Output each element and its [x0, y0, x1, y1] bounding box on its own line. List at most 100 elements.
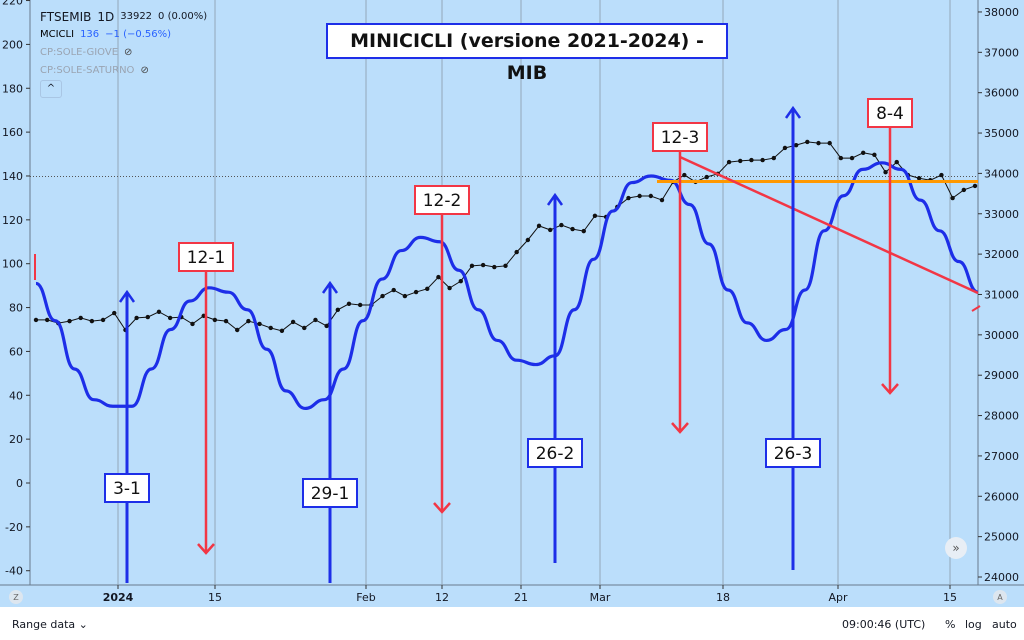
price-point	[548, 227, 553, 233]
right-tick-label: 26000	[984, 490, 1019, 503]
left-tick-label: 120	[2, 214, 23, 227]
low-label: 29-1	[311, 484, 350, 504]
right-tick-label: 33000	[984, 208, 1019, 221]
price-point	[100, 317, 106, 323]
auto-toggle[interactable]: auto	[992, 618, 1017, 631]
right-tick-label: 37000	[984, 46, 1019, 59]
price-point	[167, 315, 173, 321]
scroll-to-latest-button[interactable]: »	[945, 537, 967, 559]
price-point	[346, 301, 352, 306]
price-point	[592, 213, 598, 218]
high-label-box	[414, 185, 470, 215]
high-label: 12-1	[187, 248, 226, 268]
price-point	[950, 195, 955, 201]
price-point	[268, 325, 273, 331]
symbol[interactable]: FTSEMIB	[40, 10, 92, 24]
red-marker	[971, 305, 981, 312]
indicator-value: 136	[80, 29, 100, 40]
indicator-change: −1 (−0.56%)	[105, 29, 172, 40]
x-tick-label: Mar	[590, 591, 611, 604]
low-label-box	[104, 473, 150, 503]
right-tick-label: 30000	[984, 329, 1019, 342]
range-data-button[interactable]: Range data ⌄	[12, 618, 88, 631]
arrow-down-icon	[197, 543, 215, 555]
price-point	[883, 169, 888, 175]
hidden-indicator[interactable]: CP:SOLE-SATURNO	[40, 65, 135, 76]
price-point	[838, 155, 844, 161]
left-tick-label: 60	[9, 345, 23, 358]
price-point	[67, 318, 72, 324]
low-label-box	[302, 478, 358, 508]
arrow-up-icon	[321, 280, 339, 294]
x-tick-label: 18	[716, 591, 730, 604]
price-point	[458, 278, 463, 284]
price-point	[805, 139, 810, 145]
price-point	[413, 289, 419, 295]
price-point	[212, 317, 218, 323]
indicator-name[interactable]: MCICLI	[40, 29, 75, 40]
right-tick-label: 38000	[984, 6, 1019, 19]
price-point	[402, 293, 408, 299]
left-tick-label: 100	[2, 258, 23, 271]
x-tick-label: 12	[435, 591, 449, 604]
price-point	[726, 159, 732, 165]
left-tick-label: 80	[9, 302, 23, 315]
arrow-down-icon	[671, 422, 689, 434]
left-tick-label: 0	[16, 477, 23, 490]
price-point	[257, 321, 262, 327]
price-point	[380, 293, 385, 299]
right-tick-label: 35000	[984, 127, 1019, 140]
price-point	[961, 187, 967, 193]
high-label-box	[652, 122, 708, 152]
price-point	[313, 317, 318, 323]
cycle-line	[35, 161, 979, 411]
price-point	[861, 150, 866, 156]
left-axis-panel	[0, 0, 30, 607]
left-tick-label: 140	[2, 170, 23, 183]
arrow-up-icon	[546, 192, 564, 206]
left-tick-label: 220	[2, 0, 23, 8]
hidden-indicator[interactable]: CP:SOLE-GIOVE	[40, 47, 119, 58]
eye-off-icon[interactable]: ⊘	[140, 65, 149, 76]
right-tick-label: 25000	[984, 531, 1019, 544]
x-tick-label: 21	[514, 591, 528, 604]
price-point	[190, 321, 195, 327]
bottom-toolbar: Range data ⌄ 09:00:46 (UTC) % log auto	[0, 607, 1024, 640]
interval[interactable]: 1D	[97, 10, 115, 24]
price-point	[78, 315, 83, 321]
price-point	[626, 195, 631, 201]
price-point	[246, 318, 251, 324]
high-label: 8-4	[876, 104, 904, 124]
price-point	[738, 158, 743, 164]
price-change: 0 (0.00%)	[158, 11, 208, 22]
price-point	[89, 318, 95, 324]
high-label-box	[867, 98, 913, 128]
x-tick-label: 2024	[103, 591, 134, 604]
x-tick-label: Feb	[356, 591, 375, 604]
eye-off-icon[interactable]: ⊘	[124, 47, 133, 58]
last-price: 33922	[120, 11, 153, 22]
clock: 09:00:46 (UTC)	[842, 618, 926, 631]
price-point	[894, 159, 899, 165]
price-point	[391, 287, 396, 293]
right-tick-label: 32000	[984, 248, 1019, 261]
trend-line	[679, 155, 979, 295]
price-point	[335, 307, 341, 313]
price-point	[849, 155, 855, 161]
collapse-legend-button[interactable]: ^	[40, 80, 62, 98]
left-tick-label: 200	[2, 38, 23, 51]
auto-a-label: A	[997, 593, 1003, 602]
percent-toggle[interactable]: %	[945, 618, 956, 631]
left-tick-label: -40	[5, 565, 23, 578]
arrow-down-icon	[433, 502, 451, 514]
legend: FTSEMIB 1D 33922 0 (0.00%) MCICLI 136 −1 (−0.…	[40, 8, 207, 80]
auto-a-button	[993, 590, 1007, 604]
right-tick-label: 24000	[984, 571, 1019, 584]
price-point	[156, 309, 162, 315]
price-point	[559, 222, 564, 228]
price-point	[469, 263, 475, 269]
high-label-box	[178, 242, 234, 272]
log-toggle[interactable]: log	[965, 618, 982, 631]
low-label: 26-3	[774, 444, 813, 464]
